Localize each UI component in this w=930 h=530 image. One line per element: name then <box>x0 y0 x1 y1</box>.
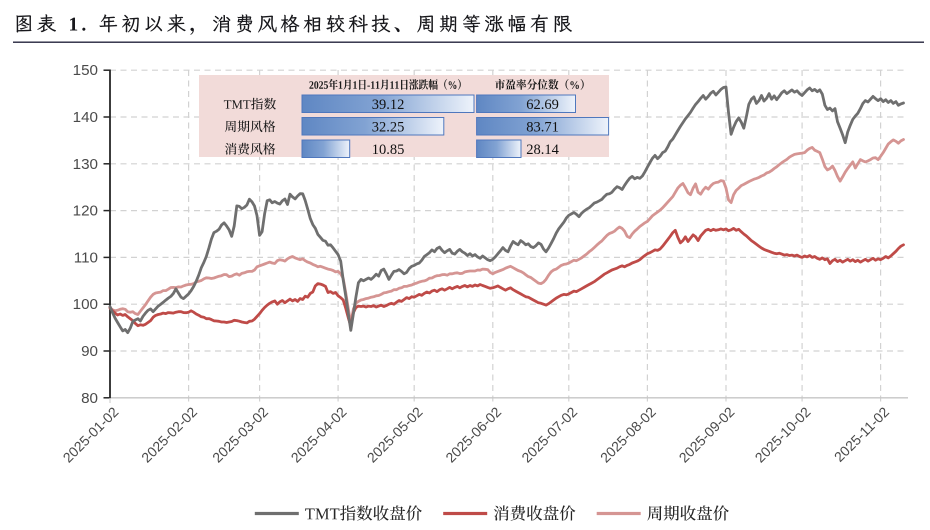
svg-text:140: 140 <box>73 109 98 126</box>
svg-text:62.69: 62.69 <box>526 97 559 113</box>
svg-text:28.14: 28.14 <box>526 142 559 158</box>
svg-text:32.25: 32.25 <box>372 119 405 135</box>
svg-text:10.85: 10.85 <box>372 142 405 158</box>
svg-text:80: 80 <box>81 390 98 407</box>
svg-text:90: 90 <box>81 343 98 360</box>
svg-text:83.71: 83.71 <box>526 119 559 135</box>
svg-text:100: 100 <box>73 296 98 313</box>
svg-text:110: 110 <box>74 249 98 266</box>
svg-text:150: 150 <box>73 62 98 79</box>
svg-text:130: 130 <box>73 156 98 173</box>
svg-text:39.12: 39.12 <box>372 97 405 113</box>
svg-text:120: 120 <box>73 203 98 220</box>
